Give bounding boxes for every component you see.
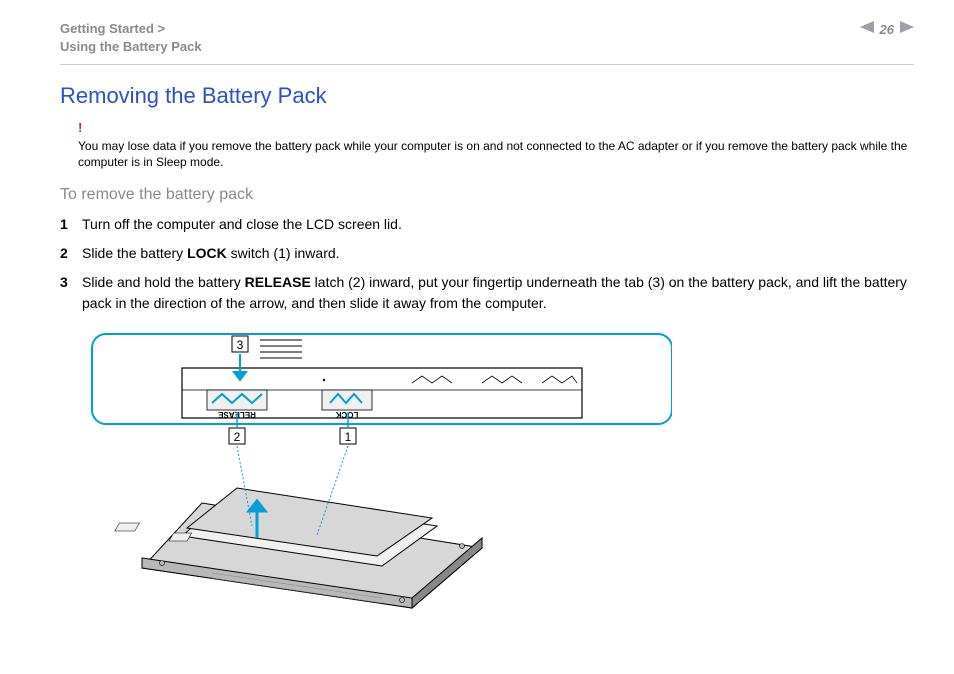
step-number: 1 [60,214,82,235]
lock-dot [323,379,325,381]
breadcrumb-line-1: Getting Started > [60,20,202,38]
step-item: 2 Slide the battery LOCK switch (1) inwa… [60,243,914,264]
procedure-heading: To remove the battery pack [60,186,914,204]
steps-list: 1 Turn off the computer and close the LC… [60,214,914,314]
step-number: 2 [60,243,82,264]
step-number: 3 [60,272,82,314]
step-text: Slide the battery LOCK switch (1) inward… [82,243,914,264]
callout-1: 1 [345,430,352,444]
warning-text: You may lose data if you remove the batt… [78,139,907,169]
lock-label: LOCK [335,410,358,419]
battery-removal-diagram: RELEASE LOCK 3 2 1 [82,328,914,623]
page-title: Removing the Battery Pack [60,83,914,109]
step-text: Turn off the computer and close the LCD … [82,214,914,235]
prev-page-arrow-icon[interactable] [860,20,874,38]
callout-3: 3 [237,338,244,352]
page-number: 26 [880,22,894,37]
next-page-arrow-icon[interactable] [900,20,914,38]
diagram-svg: RELEASE LOCK 3 2 1 [82,328,672,618]
header-divider [60,64,914,65]
callout-2: 2 [234,430,241,444]
breadcrumb-line-2: Using the Battery Pack [60,38,202,56]
step-item: 1 Turn off the computer and close the LC… [60,214,914,235]
warning-icon: ! [78,119,914,137]
lock-switch [322,390,372,410]
step-text: Slide and hold the battery RELEASE latch… [82,272,914,314]
warning-note: ! You may lose data if you remove the ba… [78,119,914,170]
step-item: 3 Slide and hold the battery RELEASE lat… [60,272,914,314]
laptop-base [115,488,482,608]
breadcrumb: Getting Started > Using the Battery Pack [60,20,202,56]
page-number-area: 26 [860,20,914,38]
